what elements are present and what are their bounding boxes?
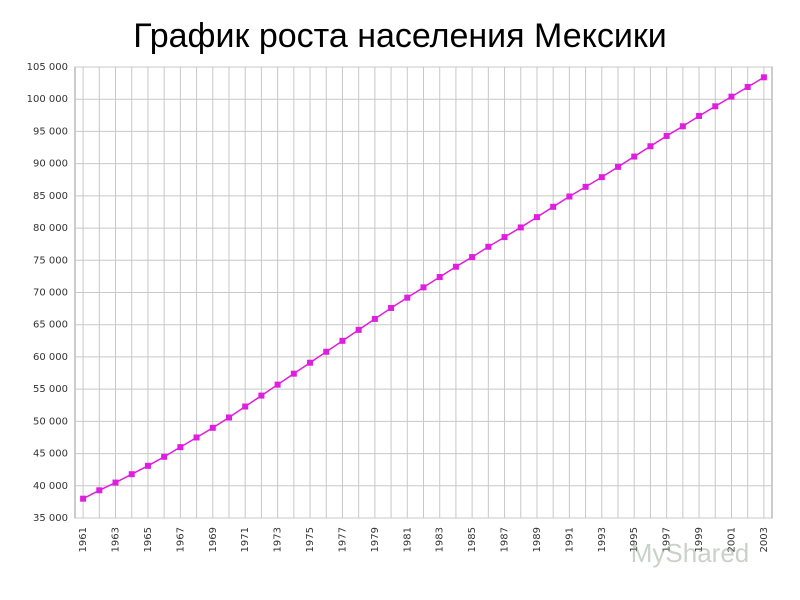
point (177, 444, 184, 451)
y-tick-label: 70 000 (33, 288, 68, 299)
point (209, 424, 216, 431)
x-tick-label: 1991 (564, 527, 575, 552)
point (550, 203, 557, 210)
y-tick-label: 35 000 (33, 513, 68, 524)
x-tick-label: 1977 (337, 527, 348, 552)
x-tick-label: 1999 (694, 527, 705, 552)
y-tick-label: 50 000 (33, 416, 68, 427)
point (533, 214, 540, 221)
x-tick-label: 1965 (143, 527, 154, 552)
point (323, 348, 330, 355)
point (566, 193, 573, 200)
y-tick-label: 55 000 (33, 384, 68, 395)
point (696, 112, 703, 119)
y-tick-label: 40 000 (33, 481, 68, 492)
x-tick-label: 1967 (175, 527, 186, 552)
point (420, 284, 427, 291)
point (339, 337, 346, 344)
point (225, 414, 232, 421)
x-tick-label: 1997 (662, 527, 673, 552)
point (517, 224, 524, 231)
y-tick-label: 60 000 (33, 352, 68, 363)
point (760, 74, 767, 81)
point (193, 434, 200, 441)
point (128, 471, 135, 478)
point (290, 370, 297, 377)
y-tick-label: 45 000 (33, 449, 68, 460)
watermark: MyShared (631, 538, 750, 568)
point (485, 243, 492, 250)
x-tick-label: 1961 (78, 527, 89, 552)
y-tick-label: 105 000 (27, 62, 68, 73)
point (712, 103, 719, 110)
x-tick-label: 1975 (305, 527, 316, 552)
point (96, 487, 103, 494)
point (307, 359, 314, 366)
y-tick-label: 100 000 (27, 94, 68, 105)
x-tick-label: 1983 (435, 527, 446, 552)
x-tick-label: 1963 (111, 527, 122, 552)
point (388, 304, 395, 311)
y-tick-label: 65 000 (33, 320, 68, 331)
point (242, 403, 249, 410)
point (274, 381, 281, 388)
point (258, 392, 265, 399)
point (744, 83, 751, 90)
x-tick-label: 1995 (629, 527, 640, 552)
y-tick-label: 85 000 (33, 191, 68, 202)
point (371, 315, 378, 322)
point (161, 453, 168, 460)
point (679, 123, 686, 130)
point (404, 294, 411, 301)
point (144, 462, 151, 469)
point (452, 263, 459, 270)
point (355, 326, 362, 333)
point (80, 495, 87, 502)
x-tick-label: 1993 (597, 527, 608, 552)
y-tick-label: 90 000 (33, 159, 68, 170)
y-tick-label: 80 000 (33, 223, 68, 234)
y-tick-label: 75 000 (33, 255, 68, 266)
point (615, 163, 622, 170)
point (501, 234, 508, 241)
x-tick-label: 2001 (726, 527, 737, 552)
x-tick-label: 1969 (208, 527, 219, 552)
point (469, 254, 476, 261)
x-tick-label: 1989 (532, 527, 543, 552)
point (728, 93, 735, 100)
point (631, 153, 638, 160)
point (663, 132, 670, 139)
y-tick-label: 95 000 (33, 126, 68, 137)
point (598, 174, 605, 181)
point (436, 274, 443, 281)
point (112, 479, 119, 486)
x-tick-label: 1971 (240, 527, 251, 552)
point (582, 183, 589, 190)
x-tick-label: 1973 (273, 527, 284, 552)
point (647, 143, 654, 150)
x-tick-label: 1979 (370, 527, 381, 552)
chart-title: График роста населения Мексики (133, 17, 667, 55)
x-tick-label: 1981 (402, 527, 413, 552)
x-tick-label: 1987 (500, 527, 511, 552)
x-tick-label: 1985 (467, 527, 478, 552)
x-tick-label: 2003 (759, 527, 770, 552)
